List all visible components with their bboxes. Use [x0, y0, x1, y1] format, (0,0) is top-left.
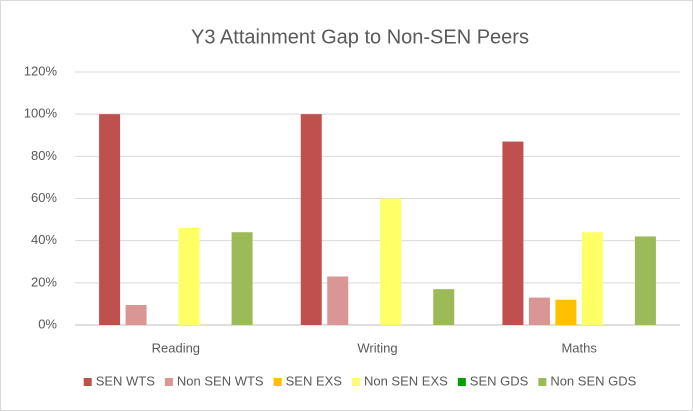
legend-swatch	[83, 378, 92, 386]
bar	[99, 114, 121, 326]
bar	[300, 114, 322, 326]
y-tick-label: 100%	[24, 106, 58, 121]
legend-label: Non SEN EXS	[364, 373, 448, 388]
y-tick-label: 120%	[24, 63, 58, 78]
bar	[178, 228, 200, 325]
bar	[433, 289, 455, 325]
bar	[581, 232, 603, 325]
x-tick-label: Maths	[561, 340, 597, 355]
legend-label: Non SEN WTS	[177, 373, 264, 388]
y-tick-label: 60%	[31, 190, 57, 205]
bar	[502, 141, 524, 325]
x-tick-label: Reading	[152, 340, 200, 355]
y-tick-label: 40%	[31, 232, 57, 247]
bar	[634, 236, 656, 325]
legend-label: SEN GDS	[470, 373, 529, 388]
bar	[125, 304, 147, 325]
y-tick-label: 20%	[31, 274, 57, 289]
legend-swatch	[351, 378, 360, 386]
legend-swatch	[538, 378, 547, 386]
bar	[231, 232, 253, 325]
bar	[528, 297, 550, 325]
bar	[555, 299, 577, 325]
legend-label: Non SEN GDS	[550, 373, 636, 388]
legend-swatch	[457, 378, 466, 386]
x-tick-label: Writing	[357, 340, 397, 355]
chart-title: Y3 Attainment Gap to Non-SEN Peers	[191, 26, 529, 48]
legend-swatch	[164, 378, 173, 386]
y-tick-label: 0%	[38, 316, 57, 331]
bar	[327, 276, 349, 325]
legend-label: SEN WTS	[96, 373, 156, 388]
y-tick-label: 80%	[31, 148, 57, 163]
legend-swatch	[273, 378, 282, 386]
legend-label: SEN EXS	[286, 373, 343, 388]
bar	[380, 198, 402, 325]
